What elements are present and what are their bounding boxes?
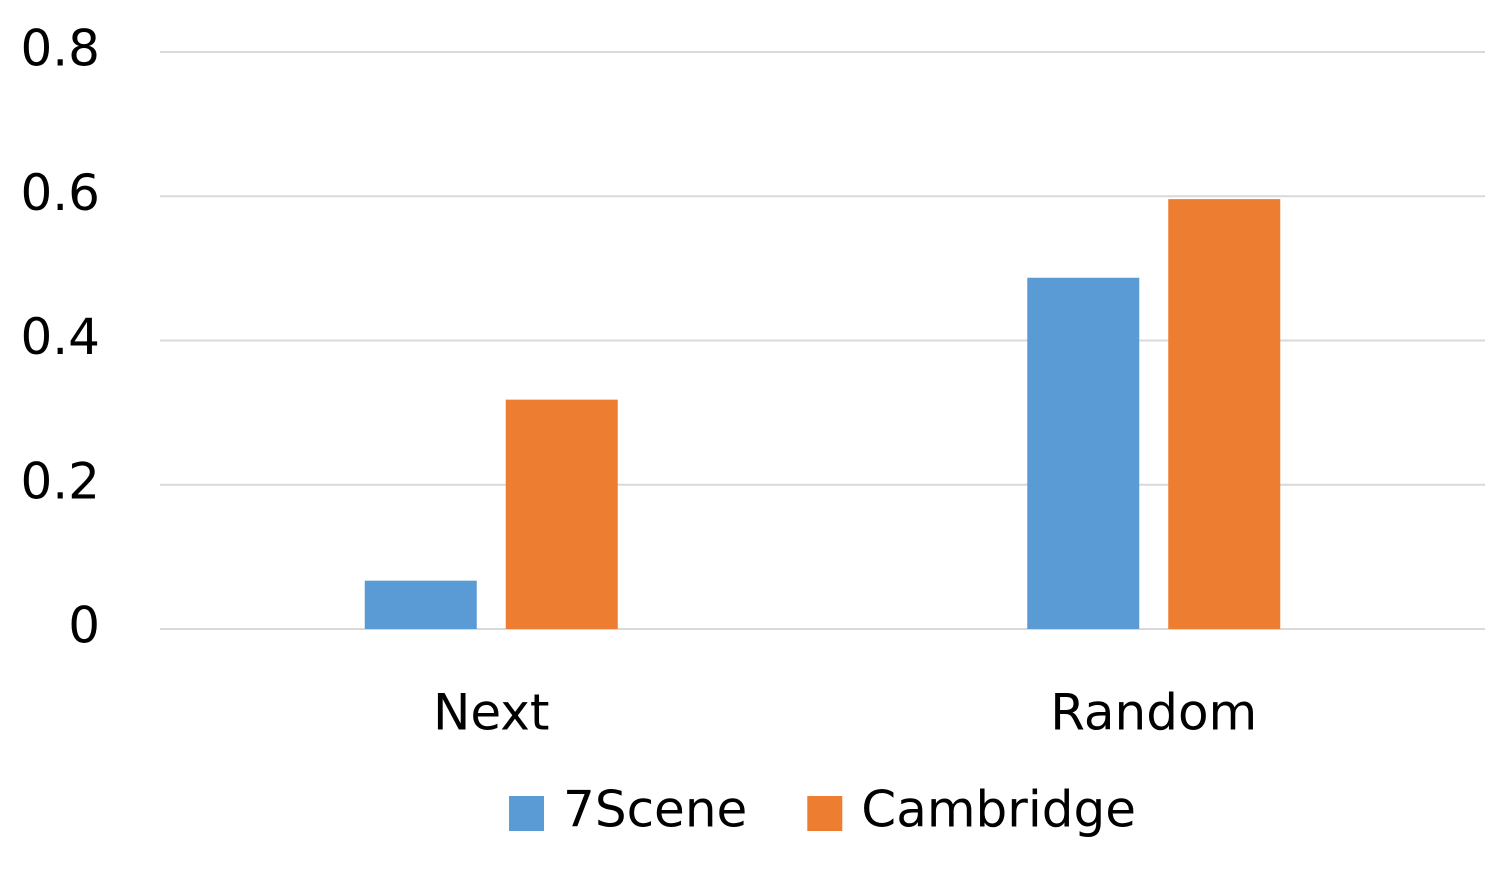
legend-label: 7Scene bbox=[563, 781, 747, 839]
y-tick-label: 0 bbox=[68, 597, 100, 655]
bar bbox=[364, 580, 477, 629]
y-tick-label: 0.4 bbox=[20, 308, 100, 366]
x-tick-label: Random bbox=[1050, 684, 1257, 742]
legend-swatch bbox=[509, 796, 545, 831]
legend-swatch bbox=[807, 796, 843, 831]
y-tick-label: 0.6 bbox=[20, 164, 100, 222]
bar bbox=[1168, 199, 1281, 629]
bar bbox=[505, 399, 618, 629]
bar bbox=[1027, 277, 1140, 629]
y-tick-label: 0.2 bbox=[20, 452, 100, 510]
x-tick-label: Next bbox=[433, 684, 549, 742]
legend-label: Cambridge bbox=[861, 781, 1136, 839]
y-tick-label: 0.8 bbox=[20, 20, 100, 78]
